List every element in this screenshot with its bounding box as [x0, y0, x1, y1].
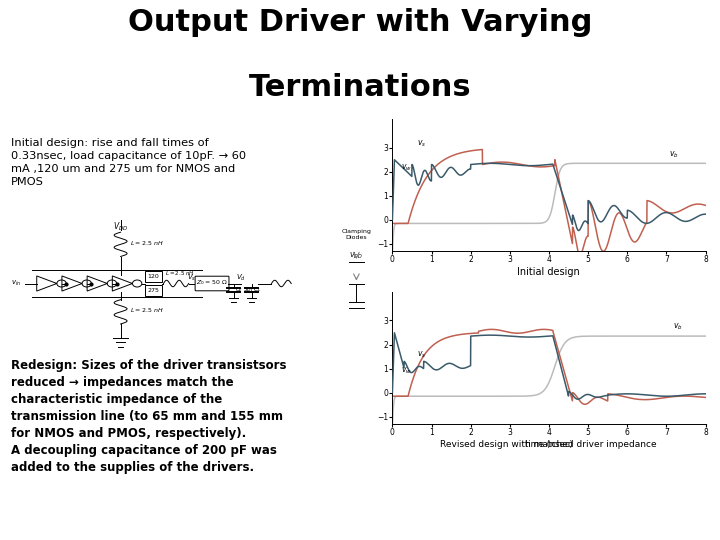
Text: $v_b$: $v_b$ — [670, 149, 679, 160]
Text: $V_d$: $V_d$ — [236, 273, 246, 283]
Text: $V_{DD}$: $V_{DD}$ — [113, 220, 128, 233]
Text: $C_L$: $C_L$ — [253, 286, 262, 294]
FancyBboxPatch shape — [195, 276, 229, 291]
Text: Initial design: Initial design — [517, 267, 580, 278]
Text: $Z_0=50\ \Omega$: $Z_0=50\ \Omega$ — [197, 278, 228, 287]
Text: Terminations: Terminations — [248, 73, 472, 102]
Text: $v_w$: $v_w$ — [400, 365, 412, 376]
Text: $C_E\ 5pF$: $C_E\ 5pF$ — [235, 286, 256, 294]
Text: $v_s$: $v_s$ — [417, 349, 426, 360]
Text: $V_{DD}$: $V_{DD}$ — [349, 251, 364, 261]
X-axis label: time (nsec): time (nsec) — [525, 440, 573, 449]
Text: Output Driver with Varying: Output Driver with Varying — [128, 8, 592, 37]
Text: $v_b$: $v_b$ — [673, 322, 683, 333]
Text: 275: 275 — [148, 288, 159, 293]
Text: $L=2.5\ nH$: $L=2.5\ nH$ — [130, 307, 163, 314]
Text: $v_w$: $v_w$ — [400, 163, 412, 173]
Text: Initial design: rise and fall times of
0.33nsec, load capacitance of 10pF. → 60
: Initial design: rise and fall times of 0… — [11, 138, 246, 187]
Text: $V_s$: $V_s$ — [187, 273, 196, 283]
FancyBboxPatch shape — [145, 271, 162, 282]
Text: Redesign: Sizes of the driver transistsors
reduced → impedances match the
charac: Redesign: Sizes of the driver transistso… — [11, 359, 287, 474]
Text: $L=2.5\ nH$: $L=2.5\ nH$ — [166, 269, 195, 276]
Text: Revised design with matched driver impedance: Revised design with matched driver imped… — [441, 440, 657, 449]
FancyBboxPatch shape — [145, 285, 162, 296]
Text: Clamping
Diodes: Clamping Diodes — [341, 230, 372, 240]
Text: $L=2.5\ nH$: $L=2.5\ nH$ — [130, 239, 163, 247]
Text: $v_s$: $v_s$ — [417, 138, 426, 149]
Text: $v_{in}$: $v_{in}$ — [11, 279, 21, 288]
Text: 120: 120 — [148, 274, 159, 279]
